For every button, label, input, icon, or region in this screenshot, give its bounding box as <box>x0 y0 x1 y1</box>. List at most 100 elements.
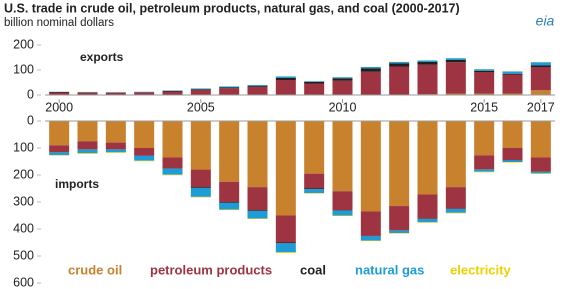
bar-segment <box>49 145 70 153</box>
bar-segment <box>134 92 155 95</box>
bar-segment <box>304 193 325 194</box>
bar-segment <box>219 86 240 88</box>
bar-segment <box>247 218 268 220</box>
bar-segment <box>332 121 353 192</box>
bar-segment <box>219 181 240 202</box>
bar-segment <box>190 89 211 90</box>
bar-segment <box>445 58 466 60</box>
bar-segment <box>332 215 353 217</box>
bar-segment <box>219 87 240 89</box>
bar-segment <box>445 187 466 209</box>
x-tick-label: 2017 <box>527 100 555 114</box>
bar-segment <box>219 202 240 203</box>
bar-segment <box>530 173 551 174</box>
panel-label: exports <box>80 50 124 64</box>
bar-segment <box>134 160 155 162</box>
y-tick-label: 500 <box>13 248 34 262</box>
y-tick-label: 200 <box>13 167 34 181</box>
bar-segment <box>219 121 240 182</box>
bar-segment <box>162 91 183 92</box>
bar-segment <box>389 233 410 234</box>
legend-label: electricity <box>450 262 511 277</box>
bar-segment <box>445 121 466 188</box>
bar-segment <box>360 235 381 237</box>
bar-segment <box>247 210 268 219</box>
bar-segment <box>360 240 381 242</box>
bar-segment <box>219 88 240 95</box>
bar-segment <box>389 62 410 64</box>
bar-segment <box>360 236 381 241</box>
bar-segment <box>247 210 268 211</box>
bar-segment <box>389 66 410 95</box>
bar-segment <box>275 243 296 253</box>
bar-segment <box>77 121 98 142</box>
bar-segment <box>162 174 183 176</box>
bar-segment <box>134 121 155 148</box>
bar-segment <box>474 121 495 156</box>
bar-segment <box>162 168 183 175</box>
bar-segment <box>502 93 523 95</box>
bar-segment <box>190 90 211 95</box>
bar-segment <box>332 210 353 211</box>
bar-segment <box>389 63 410 67</box>
bar-segment <box>275 252 296 254</box>
bar-segment <box>49 155 70 156</box>
bar-segment <box>417 62 438 65</box>
bar-segment <box>530 62 551 66</box>
bar-segment <box>389 206 410 231</box>
bar-segment <box>219 209 240 211</box>
bar-segment <box>77 92 98 95</box>
bar-segment <box>445 209 466 213</box>
bar-segment <box>417 222 438 223</box>
bar-segment <box>105 92 126 95</box>
bar-segment <box>247 86 268 95</box>
bar-segment <box>304 82 325 84</box>
y-tick-label: 0 <box>27 87 34 101</box>
bar-segment <box>190 169 211 188</box>
bar-segment <box>77 149 98 154</box>
bar-segment <box>502 71 523 74</box>
legend-label: crude oil <box>68 262 122 277</box>
x-tick-label: 2000 <box>45 100 73 114</box>
bar-segment <box>360 67 381 69</box>
bar-segment <box>247 85 268 86</box>
bar-segment <box>530 90 551 95</box>
bar-segment <box>474 93 495 95</box>
bar-segment <box>417 121 438 195</box>
y-tick-label: 600 <box>13 275 34 289</box>
bar-segment <box>304 83 325 95</box>
bar-segment <box>417 64 438 95</box>
bar-segment <box>105 149 126 153</box>
bar-segment <box>275 121 296 216</box>
bar-segment <box>360 211 381 236</box>
bar-segment <box>530 121 551 158</box>
bar-segment <box>77 141 98 150</box>
bar-segment <box>49 152 70 156</box>
bar-segment <box>219 202 240 210</box>
bar-segment <box>445 60 466 63</box>
x-tick-label: 2010 <box>329 100 357 114</box>
bar-segment <box>105 152 126 153</box>
bar-segment <box>49 121 70 146</box>
bar-segment <box>275 76 296 78</box>
bar-segment <box>190 187 211 188</box>
bar-segment <box>162 91 183 95</box>
bar-segment <box>304 173 325 189</box>
bar-segment <box>445 93 466 95</box>
bar-segment <box>247 121 268 188</box>
bar-segment <box>417 194 438 219</box>
y-tick-label: 0 <box>27 113 34 127</box>
bar-segment <box>190 187 211 197</box>
bar-segment <box>360 71 381 95</box>
bar-segment <box>445 62 466 94</box>
bar-segment <box>332 80 353 95</box>
bar-segment <box>190 121 211 170</box>
bar-segment <box>275 78 296 80</box>
bar-segment <box>389 121 410 207</box>
bar-segment <box>304 121 325 174</box>
bar-segment <box>474 155 495 170</box>
bar-segment <box>190 196 211 198</box>
bar-segment <box>530 171 551 174</box>
bar-segment <box>530 67 551 91</box>
chart-subtitle: billion nominal dollars <box>4 17 114 29</box>
